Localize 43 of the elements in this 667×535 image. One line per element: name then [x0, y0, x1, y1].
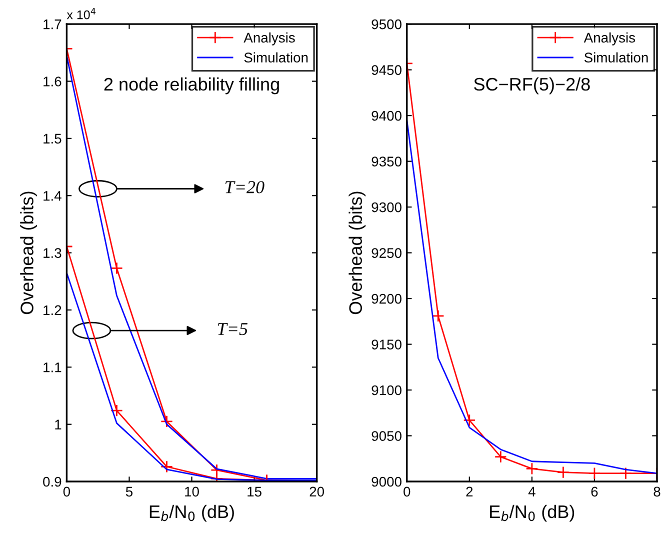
- x-axis-title: E$_{b}$/N$_{0}$ (dB): [150, 504, 234, 522]
- x-tick-label: 0: [404, 486, 410, 497]
- y-tick-label: 9250: [372, 248, 402, 258]
- y-tick-label: 1.3: [44, 248, 62, 258]
- annotation: T=5: [218, 323, 248, 336]
- y-tick-label: 0.9: [43, 476, 62, 487]
- y-tick-label: 9150: [372, 340, 402, 350]
- x-tick-label: 4: [528, 486, 536, 496]
- y-tick-label: 1.4: [44, 191, 62, 201]
- x-tick-label: 5: [126, 486, 133, 497]
- x-tick-label: 20: [310, 486, 324, 497]
- text: x 10$^{4}$: [66, 8, 96, 20]
- x-axis-title: E$_{b}$/N$_{0}$ (dB): [490, 504, 574, 522]
- legend-label: Simulation: [244, 52, 308, 62]
- y-tick-label: 1: [55, 420, 62, 430]
- y-tick-label: 9200: [372, 294, 402, 304]
- y-tick-label: 1.7: [44, 20, 62, 30]
- x-tick-label: 0: [63, 486, 70, 497]
- x-tick-label: 10: [185, 486, 199, 497]
- annotation: SC−RF(5)−2/8: [474, 77, 590, 94]
- x-tick-label: 8: [654, 486, 660, 497]
- x-tick-label: 6: [591, 486, 598, 497]
- y-tick-label: 9500: [372, 19, 402, 30]
- y-tick-label: 9050: [372, 431, 402, 441]
- y-axis-title: Overhead (bits): [20, 192, 37, 314]
- annotation: T=20: [225, 181, 264, 194]
- y-tick-label: 1.5: [44, 134, 62, 144]
- y-tick-label: 9350: [372, 156, 402, 166]
- legend-label: Analysis: [584, 32, 636, 46]
- y-axis-title: Overhead (bits): [348, 192, 366, 314]
- y-tick-label: 1.1: [44, 362, 62, 372]
- x-tick-label: 15: [248, 486, 262, 497]
- y-tick-label: 9300: [372, 202, 402, 212]
- x-tick-label: 2: [466, 486, 473, 496]
- y-tick-label: 9450: [372, 65, 402, 75]
- y-tick-label: 9400: [372, 110, 402, 121]
- y-tick-label: 1.6: [44, 76, 62, 86]
- y-tick-label: 1.2: [44, 305, 62, 315]
- annotation: 2 node reliability filling: [104, 77, 279, 94]
- legend-label: Simulation: [584, 52, 648, 62]
- y-tick-label: 9100: [372, 385, 402, 396]
- legend-label: Analysis: [244, 32, 295, 46]
- y-tick-label: 9000: [372, 476, 402, 487]
